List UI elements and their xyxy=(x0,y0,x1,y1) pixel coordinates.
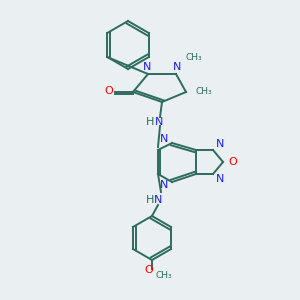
Text: N: N xyxy=(216,174,224,184)
Text: N: N xyxy=(143,62,151,72)
Text: H: H xyxy=(146,195,154,205)
Text: H: H xyxy=(146,117,154,127)
Text: N: N xyxy=(155,117,163,127)
Text: N: N xyxy=(160,134,168,144)
Text: O: O xyxy=(105,86,113,96)
Text: N: N xyxy=(160,180,168,190)
Text: N: N xyxy=(154,195,162,205)
Text: O: O xyxy=(145,265,153,275)
Text: O: O xyxy=(229,157,237,167)
Text: N: N xyxy=(216,139,224,149)
Text: CH₃: CH₃ xyxy=(186,53,202,62)
Text: CH₃: CH₃ xyxy=(196,88,212,97)
Text: N: N xyxy=(173,62,181,72)
Text: CH₃: CH₃ xyxy=(156,271,172,280)
